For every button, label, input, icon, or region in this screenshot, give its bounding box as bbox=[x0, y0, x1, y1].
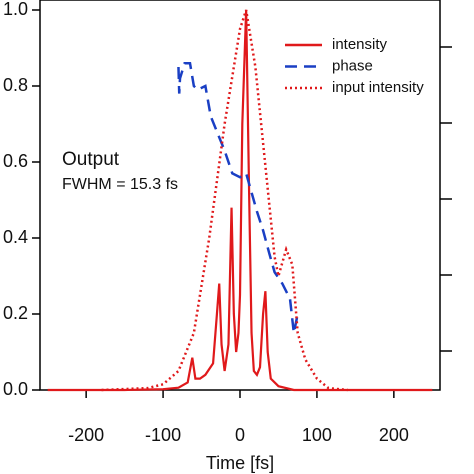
annotation: FWHM = 15.3 fs bbox=[62, 176, 178, 193]
y-tick-label: 1.0 bbox=[3, 0, 28, 19]
y-tick-label: 0.4 bbox=[3, 227, 28, 247]
plot-frame bbox=[39, 0, 441, 391]
x-tick-label: 200 bbox=[379, 425, 409, 445]
legend-label: phase bbox=[332, 57, 373, 74]
x-tick-label: -100 bbox=[145, 425, 181, 445]
y-tick-label: 0.6 bbox=[3, 151, 28, 171]
legend-label: intensity bbox=[332, 36, 388, 53]
x-axis-label: Time [fs] bbox=[206, 453, 274, 473]
annotation: Output bbox=[62, 149, 120, 170]
legend-label: input intensity bbox=[332, 79, 424, 96]
right-axis-ticks bbox=[440, 46, 452, 352]
line-series bbox=[177, 61, 299, 334]
x-tick-label: 0 bbox=[235, 425, 245, 445]
line-series bbox=[47, 9, 433, 392]
y-tick-label: 0.8 bbox=[3, 75, 28, 95]
x-tick-label: -200 bbox=[68, 425, 104, 445]
y-tick-label: 0.2 bbox=[3, 303, 28, 323]
line-series bbox=[101, 9, 348, 392]
y-tick-label: 0.0 bbox=[3, 379, 28, 399]
x-tick-label: 100 bbox=[302, 425, 332, 445]
